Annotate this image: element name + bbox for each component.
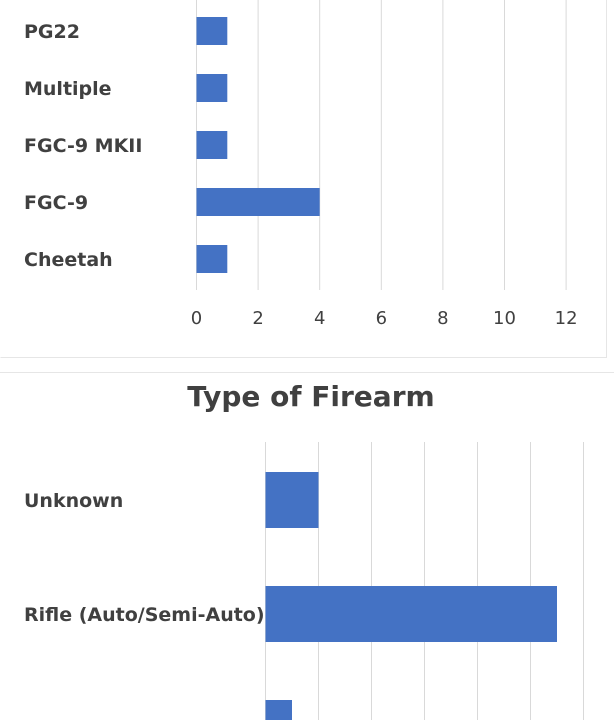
chart-2-title: Type of Firearm <box>187 380 434 413</box>
chart-1-gridlines <box>196 0 567 290</box>
chart-1-tick-label: 6 <box>376 308 387 329</box>
chart-1-bar-fgc-9-mkii <box>196 131 228 159</box>
chart-2-bar-rifle-auto-semi-auto <box>265 586 557 642</box>
chart-1-frame <box>0 0 607 358</box>
chart-1-tick-label: 12 <box>555 308 578 329</box>
chart-1-tick-label: 4 <box>314 308 325 329</box>
chart-1-tick-labels: 0 2 4 6 8 10 12 <box>191 308 578 329</box>
chart-2-category-label: Rifle (Auto/Semi-Auto) <box>24 604 265 626</box>
chart-2-bars <box>265 472 557 720</box>
chart-1-tick-label: 10 <box>493 308 516 329</box>
chart-1-tick-label: 8 <box>437 308 448 329</box>
chart-1-category-label: PG22 <box>24 21 80 43</box>
chart-1-category-label: FGC-9 MKII <box>24 135 142 157</box>
chart-1-category-label: FGC-9 <box>24 192 88 214</box>
chart-1-category-labels: PG22 Multiple FGC-9 MKII FGC-9 Cheetah <box>24 21 142 271</box>
chart-2-bar-row-3 <box>265 700 292 720</box>
chart-1-tick-label: 2 <box>252 308 263 329</box>
chart-1-category-label: Multiple <box>24 78 112 100</box>
chart-2-bar-unknown <box>265 472 319 528</box>
chart-2-category-label: Unknown <box>24 490 123 512</box>
chart-1-bar-cheetah <box>196 245 228 273</box>
chart-1-bar-multiple <box>196 74 228 102</box>
chart-1-category-label: Cheetah <box>24 249 113 271</box>
chart-1-tick-label: 0 <box>191 308 202 329</box>
chart-1-bar-pg22 <box>196 17 228 45</box>
chart-2-category-labels: Unknown Rifle (Auto/Semi-Auto) <box>24 490 265 626</box>
chart-1-bars <box>196 17 320 273</box>
chart-1-bar-fgc-9 <box>196 188 320 216</box>
